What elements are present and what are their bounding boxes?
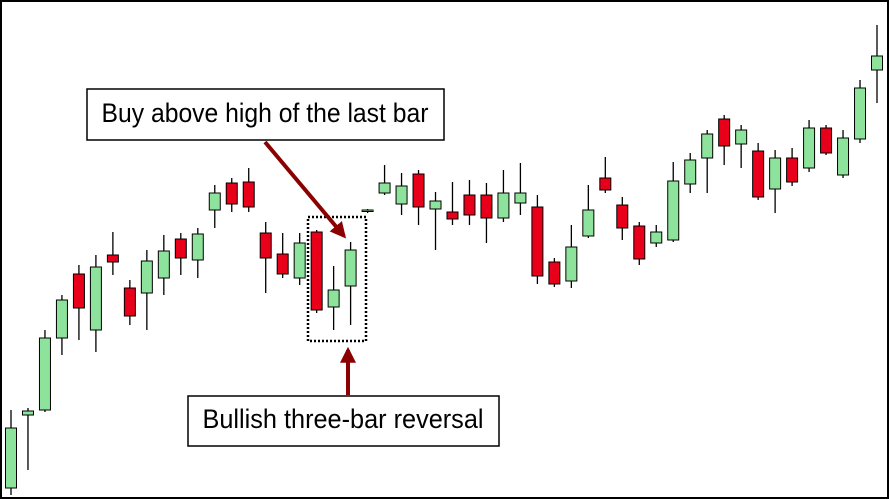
annotation-box bbox=[86, 88, 445, 141]
candle-body bbox=[582, 209, 595, 237]
candle-body bbox=[786, 157, 799, 183]
highlight-box bbox=[306, 215, 368, 343]
annotation: Buy above high of the last bar bbox=[102, 98, 429, 128]
candle-body bbox=[650, 231, 663, 244]
candle-body bbox=[599, 177, 612, 191]
annotation-box bbox=[187, 395, 500, 447]
candle-body bbox=[123, 287, 136, 317]
candle-body bbox=[803, 127, 816, 169]
candle-body bbox=[106, 254, 119, 263]
candle-body bbox=[684, 159, 697, 185]
candle-body bbox=[820, 127, 833, 154]
candle-body bbox=[191, 233, 204, 261]
candle-body bbox=[242, 181, 255, 208]
candle-body bbox=[72, 273, 85, 309]
candle-body bbox=[633, 225, 646, 260]
candle-body bbox=[752, 150, 765, 198]
candle-body bbox=[718, 118, 731, 147]
candle-body bbox=[361, 209, 374, 212]
candle-body bbox=[531, 206, 544, 277]
candle-body bbox=[395, 185, 408, 205]
candle-body bbox=[769, 157, 782, 190]
candle-body bbox=[497, 192, 510, 219]
candle-body bbox=[21, 410, 34, 416]
candle-body bbox=[446, 211, 459, 220]
candle-body bbox=[140, 260, 153, 294]
candle-body bbox=[276, 253, 289, 275]
candles bbox=[5, 25, 883, 495]
candle-body bbox=[310, 231, 323, 311]
candle-body bbox=[259, 232, 272, 259]
candle-body bbox=[463, 194, 476, 216]
candle-body bbox=[412, 173, 425, 208]
candle-body bbox=[514, 192, 527, 204]
candle-body bbox=[548, 261, 561, 285]
candle-body bbox=[616, 204, 629, 229]
candle-body bbox=[5, 427, 17, 489]
candle-body bbox=[837, 137, 850, 176]
candle-body bbox=[344, 249, 357, 287]
candle-body bbox=[208, 192, 221, 211]
candle-body bbox=[157, 250, 170, 279]
candle-body bbox=[429, 200, 442, 210]
candle-body bbox=[735, 129, 748, 145]
candle-body bbox=[89, 266, 102, 331]
candle-body bbox=[378, 182, 391, 194]
candle-body bbox=[327, 289, 340, 308]
candle-body bbox=[38, 337, 51, 411]
candle-body bbox=[854, 87, 867, 140]
candle-body bbox=[667, 180, 680, 241]
annotation: Bullish three-bar reversal bbox=[203, 404, 484, 434]
candle-body bbox=[701, 133, 714, 159]
candle-body bbox=[225, 182, 238, 205]
candle-body bbox=[871, 55, 883, 71]
candle-body bbox=[293, 242, 306, 279]
arrow bbox=[263, 140, 347, 239]
candle-body bbox=[480, 194, 493, 219]
candle-body bbox=[174, 238, 187, 259]
candle-body bbox=[565, 246, 578, 282]
candle-body bbox=[55, 299, 68, 339]
